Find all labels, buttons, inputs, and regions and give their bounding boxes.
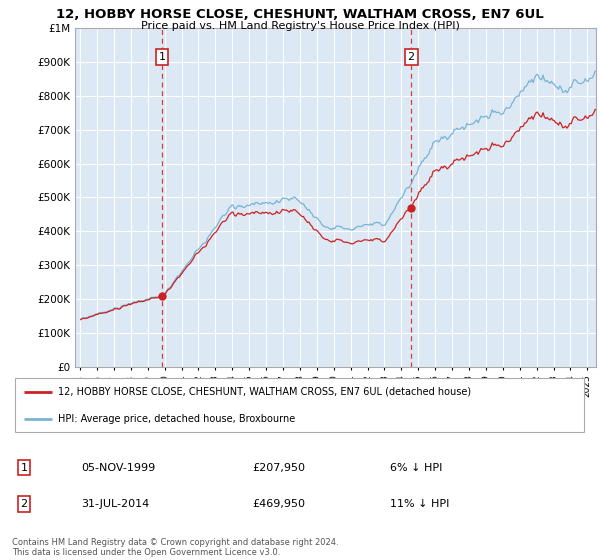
Text: 12, HOBBY HORSE CLOSE, CHESHUNT, WALTHAM CROSS, EN7 6UL: 12, HOBBY HORSE CLOSE, CHESHUNT, WALTHAM…: [56, 8, 544, 21]
Text: 2: 2: [407, 52, 415, 62]
Text: 11% ↓ HPI: 11% ↓ HPI: [390, 499, 449, 509]
Text: 12, HOBBY HORSE CLOSE, CHESHUNT, WALTHAM CROSS, EN7 6UL (detached house): 12, HOBBY HORSE CLOSE, CHESHUNT, WALTHAM…: [58, 386, 471, 396]
Text: HPI: Average price, detached house, Broxbourne: HPI: Average price, detached house, Brox…: [58, 414, 295, 424]
Text: 1: 1: [158, 52, 166, 62]
Text: Contains HM Land Registry data © Crown copyright and database right 2024.
This d: Contains HM Land Registry data © Crown c…: [12, 538, 338, 557]
Text: 31-JUL-2014: 31-JUL-2014: [81, 499, 149, 509]
FancyBboxPatch shape: [15, 377, 584, 432]
Text: Price paid vs. HM Land Registry's House Price Index (HPI): Price paid vs. HM Land Registry's House …: [140, 21, 460, 31]
Text: 6% ↓ HPI: 6% ↓ HPI: [390, 463, 442, 473]
Text: 2: 2: [20, 499, 28, 509]
Text: 1: 1: [20, 463, 28, 473]
Text: £207,950: £207,950: [252, 463, 305, 473]
Text: £469,950: £469,950: [252, 499, 305, 509]
Text: 05-NOV-1999: 05-NOV-1999: [81, 463, 155, 473]
